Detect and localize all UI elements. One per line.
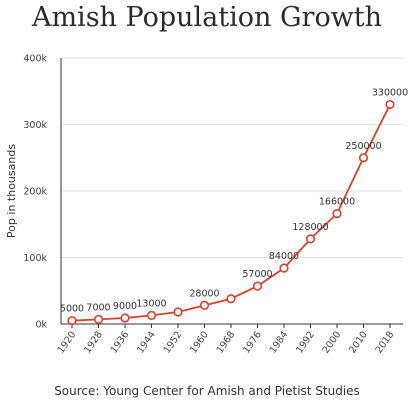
data-point [173,307,183,317]
data-label: 250000 [345,141,381,152]
x-tick-label: 1984 [268,329,291,355]
data-point [332,209,342,219]
data-label: 330000 [372,88,408,99]
chart-title: Amish Population Growth [31,2,383,33]
data-point [226,294,236,304]
data-label: 7000 [86,302,110,313]
x-tick-label: 1936 [109,329,132,355]
x-tick-label: 1920 [56,329,79,355]
data-point [120,313,130,323]
y-tick-label: 100k [23,253,47,264]
data-label: 57000 [242,269,272,280]
x-tick-label: 1944 [135,329,158,355]
y-tick-label: 400k [23,54,47,65]
data-point [67,316,77,326]
x-tick-label: 1928 [82,329,105,355]
data-point [279,263,289,273]
data-label: 5000 [60,304,84,315]
data-point [252,281,263,291]
source-note: Source: Young Center for Amish and Pieti… [54,384,360,398]
series-line [71,104,391,322]
x-tick-label: 2000 [321,329,344,355]
x-tick-label: 1952 [162,329,185,355]
data-label: 84000 [269,251,299,262]
data-label: 128000 [292,222,328,233]
y-tick-label: 300k [23,120,47,131]
x-tick-label: 1992 [294,329,317,355]
x-tick-label: 1960 [188,329,211,355]
data-label: 13000 [136,298,166,309]
y-axis-label: Pop in thousands [5,144,18,238]
x-tick-label: 2018 [374,329,397,355]
data-point [146,310,157,320]
y-tick-label: 0k [35,320,47,331]
x-tick-label: 1976 [241,329,264,355]
data-label: 9000 [113,301,137,312]
data-label: 166000 [319,197,355,208]
data-point [199,300,210,310]
data-point [305,234,316,244]
y-tick-label: 200k [23,187,47,198]
data-point [385,99,395,110]
data-point [93,314,104,324]
x-tick-label: 2010 [347,329,370,355]
x-tick-label: 1968 [215,329,238,355]
data-point [358,153,369,163]
data-label: 28000 [189,288,219,299]
